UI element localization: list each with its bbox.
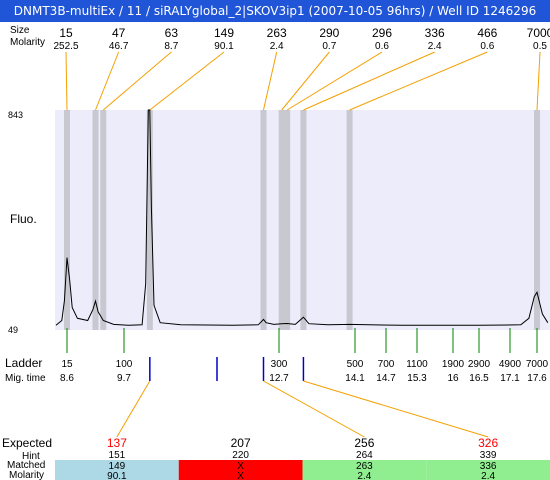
peak-size-label: 296 xyxy=(372,26,392,40)
match-status-cell xyxy=(426,460,550,480)
ladder-time-label: 16.5 xyxy=(469,373,489,384)
peak-molarity-label: 2.4 xyxy=(270,41,284,52)
size-row-label: Size xyxy=(10,25,30,36)
peak-molarity-label: 0.7 xyxy=(322,41,336,52)
matched-molarity: 2.4 xyxy=(481,471,495,480)
peak-leader-line xyxy=(263,51,278,111)
ladder-size-label: 4900 xyxy=(499,359,522,370)
matched-molarity: 90.1 xyxy=(107,471,127,480)
hint-size: 220 xyxy=(232,450,249,461)
ladder-time-label: 17.1 xyxy=(500,373,520,384)
ladder-size-label: 100 xyxy=(116,359,133,370)
expected-size: 137 xyxy=(107,436,127,450)
ladder-time-label: 14.7 xyxy=(376,373,396,384)
peak-molarity-label: 252.5 xyxy=(53,41,78,52)
matched-size: 336 xyxy=(480,461,497,472)
ladder-size-label: 300 xyxy=(271,359,288,370)
peak-leader-line xyxy=(303,51,435,111)
ladder-size-label: 1100 xyxy=(406,359,428,370)
peak-molarity-label: 0.6 xyxy=(375,41,389,52)
peak-band xyxy=(534,110,540,330)
peak-band xyxy=(92,110,99,330)
expected-size: 256 xyxy=(354,436,374,450)
peak-band xyxy=(100,110,107,330)
peak-size-label: 7000 xyxy=(527,26,550,40)
y-top-label: 843 xyxy=(8,110,23,120)
peak-size-label: 47 xyxy=(112,26,126,40)
ladder-size-label: 700 xyxy=(378,359,395,370)
molarity-row-label: Molarity xyxy=(10,37,45,48)
fluorescence-trace xyxy=(55,109,549,326)
peak-leader-line xyxy=(102,51,172,111)
peak-leader-line xyxy=(149,51,225,111)
peak-size-label: 63 xyxy=(165,26,179,40)
peak-leader-line xyxy=(286,51,383,111)
ladder-size-label: 7000 xyxy=(526,359,549,370)
peak-leader-line xyxy=(281,51,330,111)
migtime-row-label: Mig. time xyxy=(5,373,46,384)
expected-row-label: Expected xyxy=(2,436,52,450)
peak-molarity-label: 90.1 xyxy=(214,41,234,52)
peak-leader-line xyxy=(95,51,120,111)
peak-band xyxy=(346,110,353,330)
peak-band xyxy=(278,110,285,330)
matched-molarity: 2.4 xyxy=(357,471,371,480)
ladder-row-label: Ladder xyxy=(5,356,42,370)
peak-leader-line xyxy=(349,51,488,111)
peak-molarity-label: 0.5 xyxy=(533,41,547,52)
peak-leader-line xyxy=(536,51,541,111)
hint-size: 264 xyxy=(356,450,373,461)
peak-leader-line xyxy=(65,51,68,111)
molarity-bottom-row-label: Molarity xyxy=(9,470,44,480)
peak-band xyxy=(146,110,153,330)
match-leader-line xyxy=(116,380,151,438)
matched-size: 149 xyxy=(109,461,126,472)
peak-molarity-label: 0.6 xyxy=(480,41,494,52)
peak-size-label: 290 xyxy=(319,26,339,40)
ladder-size-label: 500 xyxy=(347,359,364,370)
match-status-cell xyxy=(178,460,303,480)
ladder-time-label: 17.6 xyxy=(527,373,547,384)
matched-row-label: Matched xyxy=(7,460,45,471)
expected-size: 207 xyxy=(231,436,251,450)
peak-band xyxy=(284,110,291,330)
ladder-time-label: 9.7 xyxy=(117,373,131,384)
matched-size: X xyxy=(237,461,244,472)
ladder-size-label: 1900 xyxy=(442,359,465,370)
peak-size-label: 15 xyxy=(59,26,73,40)
ladder-time-label: 15.3 xyxy=(407,373,427,384)
hint-size: 151 xyxy=(109,450,126,461)
match-status-cell xyxy=(55,460,179,480)
hint-row-label: Hint xyxy=(22,451,40,462)
title-bar xyxy=(0,0,550,22)
ladder-time-label: 16 xyxy=(447,373,459,384)
window-title: DNMT3B-multiEx / 11 / siRALYglobal_2|SKO… xyxy=(13,4,537,18)
peak-band xyxy=(64,110,70,330)
peak-size-label: 263 xyxy=(267,26,287,40)
peak-band xyxy=(300,110,307,330)
matched-molarity: X xyxy=(237,471,244,480)
peak-molarity-label: 8.7 xyxy=(164,41,178,52)
hint-size: 339 xyxy=(480,450,497,461)
expected-size: 326 xyxy=(478,436,498,450)
matched-size: 263 xyxy=(356,461,373,472)
ladder-time-label: 14.1 xyxy=(345,373,365,384)
y-bottom-label: 49 xyxy=(8,325,18,335)
ladder-size-label: 15 xyxy=(61,359,73,370)
peak-size-label: 149 xyxy=(214,26,234,40)
peak-band xyxy=(260,110,267,330)
match-leader-line xyxy=(303,380,489,438)
peak-size-label: 466 xyxy=(477,26,497,40)
peak-molarity-label: 2.4 xyxy=(428,41,442,52)
peak-molarity-label: 46.7 xyxy=(109,41,129,52)
peak-size-label: 336 xyxy=(425,26,445,40)
ladder-time-label: 8.6 xyxy=(60,373,74,384)
match-status-cell xyxy=(302,460,427,480)
ladder-size-label: 2900 xyxy=(468,359,491,370)
fluo-axis-label: Fluo. xyxy=(10,212,37,226)
match-leader-line xyxy=(263,380,365,438)
ladder-time-label: 12.7 xyxy=(269,373,289,384)
